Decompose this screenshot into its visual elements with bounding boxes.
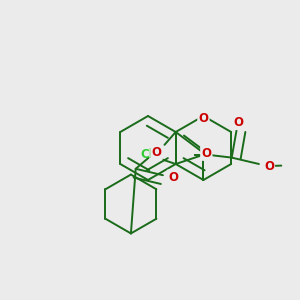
Text: O: O	[233, 116, 244, 129]
Text: O: O	[201, 147, 211, 160]
Text: O: O	[168, 171, 178, 184]
Text: O: O	[264, 160, 274, 172]
Text: Cl: Cl	[140, 148, 153, 161]
Text: O: O	[152, 146, 161, 159]
Text: O: O	[198, 112, 208, 125]
